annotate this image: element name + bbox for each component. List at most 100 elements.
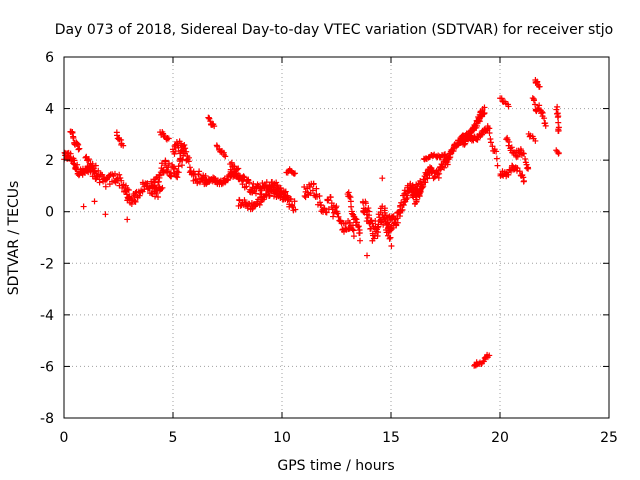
data-point xyxy=(96,176,103,183)
data-point xyxy=(323,209,330,216)
data-point xyxy=(175,144,182,151)
data-point xyxy=(90,165,97,172)
data-point xyxy=(509,163,516,170)
data-point xyxy=(481,104,488,111)
x-axis-label: GPS time / hours xyxy=(277,458,394,474)
data-point xyxy=(120,142,127,149)
data-point xyxy=(357,237,364,244)
data-point xyxy=(348,208,355,215)
data-point xyxy=(379,175,386,182)
data-point xyxy=(183,148,190,155)
data-point xyxy=(246,179,253,186)
data-point xyxy=(95,167,102,174)
x-tick-label: 15 xyxy=(382,430,400,446)
x-tick-label: 5 xyxy=(169,430,178,446)
data-point xyxy=(234,166,241,173)
data-point xyxy=(413,198,420,205)
data-point xyxy=(70,135,77,142)
y-tick-label: 4 xyxy=(45,102,54,118)
data-point xyxy=(493,148,500,155)
y-tick-label: -2 xyxy=(40,256,54,272)
data-point xyxy=(387,234,394,241)
data-point xyxy=(102,211,109,218)
data-point xyxy=(532,137,539,144)
data-point xyxy=(74,140,81,147)
data-point xyxy=(494,162,501,169)
data-point xyxy=(178,162,185,169)
data-point xyxy=(211,175,218,182)
plot-frame xyxy=(63,56,610,419)
data-point xyxy=(334,210,341,217)
data-point xyxy=(437,166,444,173)
data-point xyxy=(125,194,132,201)
data-points xyxy=(61,76,562,369)
data-point xyxy=(370,235,377,242)
data-point xyxy=(520,150,527,157)
data-point xyxy=(424,175,431,182)
data-point xyxy=(335,213,342,220)
data-point xyxy=(118,177,125,184)
data-point xyxy=(481,109,488,116)
data-point xyxy=(522,155,529,162)
data-point xyxy=(316,193,323,200)
data-point xyxy=(486,129,493,136)
data-point xyxy=(131,192,138,199)
data-point xyxy=(346,219,353,226)
data-point xyxy=(159,184,166,191)
data-point xyxy=(301,192,308,199)
data-point xyxy=(520,177,527,184)
data-point xyxy=(555,119,562,126)
data-point xyxy=(386,235,393,242)
data-point xyxy=(186,164,193,171)
data-point xyxy=(173,173,180,180)
data-point xyxy=(310,181,317,188)
data-point xyxy=(404,194,411,201)
data-point xyxy=(486,352,493,359)
data-point xyxy=(403,196,410,203)
data-point xyxy=(166,160,173,167)
data-point xyxy=(124,216,131,223)
data-point xyxy=(168,173,175,180)
data-point xyxy=(516,168,523,175)
data-point xyxy=(185,158,192,165)
data-point xyxy=(273,179,280,186)
data-point xyxy=(224,176,231,183)
data-point xyxy=(534,78,541,85)
data-point xyxy=(174,174,181,181)
data-point xyxy=(536,102,543,109)
data-point xyxy=(207,118,214,125)
data-point xyxy=(333,203,340,210)
data-point xyxy=(355,223,362,230)
data-point xyxy=(321,205,328,212)
data-point xyxy=(345,189,352,196)
data-point xyxy=(442,151,449,158)
data-point xyxy=(117,174,124,181)
data-point xyxy=(536,83,543,90)
data-point xyxy=(179,156,186,163)
data-point xyxy=(532,101,539,108)
data-point xyxy=(313,185,320,192)
data-point xyxy=(553,106,560,113)
data-point xyxy=(480,358,487,365)
data-point xyxy=(227,168,234,175)
data-point xyxy=(347,198,354,205)
data-point xyxy=(309,187,316,194)
data-point xyxy=(387,225,394,232)
data-point xyxy=(498,95,505,102)
data-point xyxy=(462,140,469,147)
data-point xyxy=(240,173,247,180)
data-point xyxy=(175,169,182,176)
data-point xyxy=(388,243,395,250)
data-point xyxy=(228,159,235,166)
data-point xyxy=(364,215,371,222)
data-point xyxy=(113,176,120,183)
data-point xyxy=(182,145,189,152)
data-point xyxy=(116,171,123,178)
data-point xyxy=(85,156,92,163)
data-point xyxy=(355,223,362,230)
data-point xyxy=(158,185,165,192)
y-tick-label: 0 xyxy=(45,205,54,221)
data-point xyxy=(554,103,561,110)
data-point xyxy=(291,198,298,205)
